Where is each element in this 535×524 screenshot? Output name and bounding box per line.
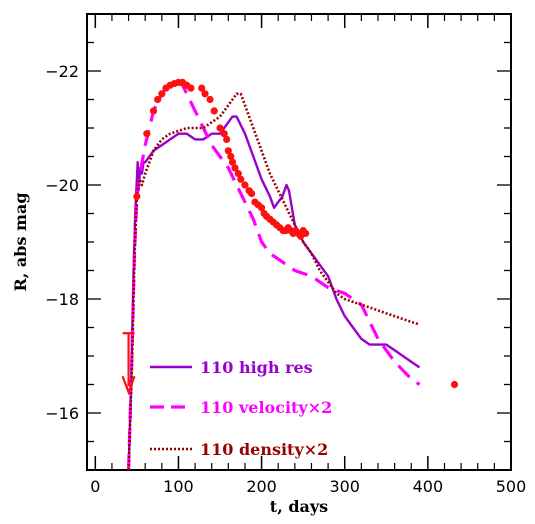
observed-point	[143, 130, 151, 138]
series-line	[127, 115, 421, 470]
legend-label: 110 high res	[200, 358, 313, 377]
x-tick-label: 200	[246, 477, 277, 496]
x-tick-label: 500	[496, 477, 527, 496]
x-axis-label: t, days	[270, 497, 328, 516]
observed-point	[187, 84, 195, 92]
observed-point	[154, 95, 162, 104]
observed-point	[227, 152, 235, 161]
axis-ticks	[87, 13, 512, 471]
observed-point	[257, 204, 266, 212]
observed-point	[241, 181, 249, 189]
observed-point	[198, 84, 206, 92]
observed-point	[228, 158, 237, 166]
x-tick-label: 0	[90, 477, 100, 496]
legend-label: 110 density×2	[200, 440, 328, 459]
legend-label: 110 velocity×2	[200, 398, 332, 417]
upper-limit-arrow	[121, 332, 136, 396]
series-line	[127, 80, 421, 470]
x-tick-label: 300	[329, 477, 360, 496]
observed-point	[231, 164, 239, 172]
observed-point	[149, 107, 158, 115]
observed-point	[248, 189, 256, 198]
observed-point	[302, 229, 310, 238]
legend: 110 high res 110 velocity×2 110 density×2	[150, 358, 332, 459]
observed-point	[216, 124, 224, 132]
observed-point	[133, 192, 141, 200]
y-tick-label: −18	[45, 290, 79, 309]
observed-point	[220, 130, 228, 138]
observed-points	[133, 78, 459, 389]
observed-point	[206, 95, 214, 104]
series-layer	[127, 80, 421, 470]
tick-labels: 0 100 200 300 400 500 −16 −18 −20 −22	[45, 62, 526, 496]
observed-point	[210, 107, 218, 115]
observed-point	[201, 90, 209, 98]
x-tick-label: 100	[163, 477, 194, 496]
observed-point	[224, 147, 232, 155]
x-tick-label: 400	[413, 477, 444, 496]
observed-point	[237, 175, 245, 183]
observed-point	[234, 170, 242, 178]
arrow-head	[121, 375, 136, 396]
y-axis-label: R, abs mag	[11, 192, 30, 291]
observed-point	[450, 380, 459, 389]
observed-point	[158, 90, 166, 98]
y-tick-label: −22	[45, 62, 79, 81]
observed-point	[223, 135, 231, 143]
y-tick-label: −20	[45, 176, 79, 195]
series-line	[127, 92, 420, 470]
y-tick-label: −16	[45, 404, 79, 423]
